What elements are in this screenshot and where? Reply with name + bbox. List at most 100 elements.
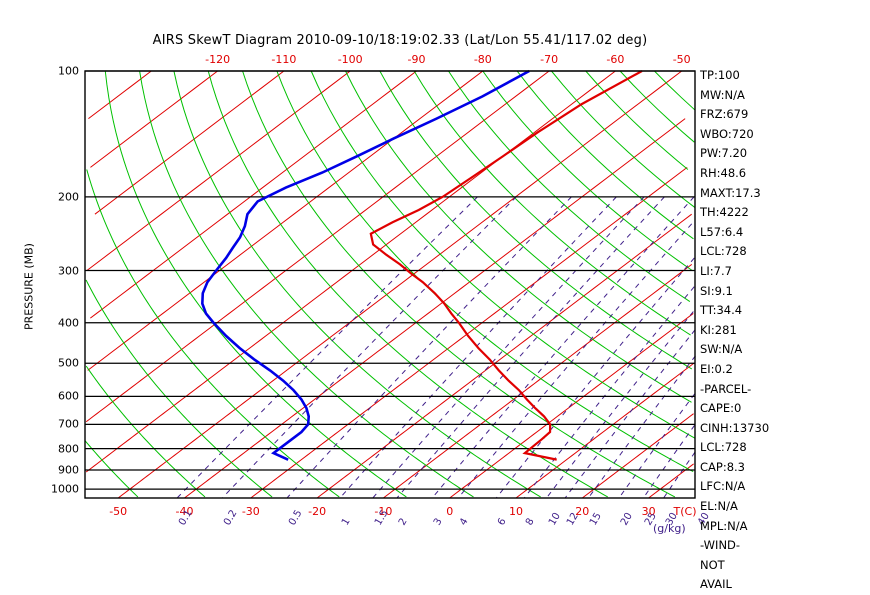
mixing-ratio-line <box>177 196 478 498</box>
pressure-tick-label: 800 <box>58 442 79 456</box>
isotherm-line <box>117 70 683 499</box>
panel-index-tp: TP:100 <box>700 68 740 82</box>
dry-adiabat-line <box>551 70 696 208</box>
isotherm-line <box>88 70 152 120</box>
mixing-ratio-line <box>396 196 665 498</box>
dry-adiabat-line <box>654 70 696 111</box>
mixing-ratio-unit-label: (g/kg) <box>653 522 686 535</box>
panel-index-lfc: LFC:N/A <box>700 479 746 494</box>
bottom-temp-tick-label: 20 <box>575 505 590 518</box>
dry-adiabat-line <box>173 70 541 498</box>
plot-frame <box>84 70 696 499</box>
pressure-tick-label: 500 <box>58 356 79 370</box>
dry-adiabat-line <box>619 70 695 143</box>
panel-section-header: -PARCEL- <box>700 381 752 396</box>
dry-adiabat-line <box>242 70 676 498</box>
isotherm-line <box>515 362 695 499</box>
top-temp-tick-label: -70 <box>540 53 559 66</box>
panel-index-lcl: LCL:728 <box>700 440 747 455</box>
isotherm-line <box>581 413 694 499</box>
panel-section-header: NOT <box>700 557 725 572</box>
mixing-ratio-line <box>524 286 695 498</box>
dry-adiabat-line <box>104 70 407 498</box>
plot-background <box>85 71 695 498</box>
mixing-ratio-line <box>588 355 696 498</box>
panel-index-tt: TT:34.4 <box>700 303 743 318</box>
isotherm-line <box>383 263 693 499</box>
dry-adiabat-line <box>207 70 608 498</box>
pressure-tick-label: 1000 <box>51 482 79 496</box>
bottom-temp-tick-label: 10 <box>509 505 523 518</box>
bottom-temp-tick-label: -50 <box>109 505 128 518</box>
isotherm-line <box>85 70 616 473</box>
isotherm-line <box>449 313 694 499</box>
dry-adiabat-line <box>139 70 474 498</box>
dry-adiabat-line <box>413 70 691 336</box>
mixing-ratio-line <box>286 196 572 498</box>
panel-index-cinh: CINH:13730 <box>700 420 770 435</box>
isotherm-line <box>85 70 550 423</box>
skewt-diagram-page: AIRS SkewT Diagram 2010-09-10/18:19:02.3… <box>23 33 770 591</box>
pressure-tick-label: 100 <box>58 64 79 78</box>
mixing-ratio-line <box>339 196 617 498</box>
skewt-plot-canvas <box>84 69 696 499</box>
panel-index-sw: SW:N/A <box>700 342 743 357</box>
top-temp-tick-label: -50 <box>672 53 691 66</box>
temp-axis-unit-label: T(C) <box>673 505 697 518</box>
isotherm-line <box>316 213 692 499</box>
dry-adiabat-line <box>85 279 273 498</box>
dry-adiabat-line <box>345 70 692 403</box>
mixing-ratio-line <box>618 393 696 498</box>
bottom-temp-tick-label: 0 <box>446 505 454 518</box>
dry-adiabat-line <box>85 365 206 498</box>
top-temp-tick-label: -120 <box>205 53 231 66</box>
dry-adiabat-line <box>516 70 694 240</box>
panel-index-l57: L57:6.4 <box>700 224 744 239</box>
dry-adiabat-line <box>448 70 691 302</box>
panel-index-lcl: LCL:728 <box>700 244 747 259</box>
pressure-tick-label: 900 <box>58 463 79 477</box>
dry-adiabat-line <box>276 70 694 473</box>
top-temp-tick-label: -90 <box>407 53 426 66</box>
top-temp-tick-label: -60 <box>606 53 625 66</box>
top-temp-tick-label: -80 <box>473 53 492 66</box>
panel-index-mw: MW:N/A <box>700 87 745 102</box>
isotherm-line <box>90 70 417 319</box>
panel-index-rh: RH:48.6 <box>700 165 747 180</box>
bottom-temp-tick-label: -30 <box>241 505 260 518</box>
mixing-ratio-line <box>663 451 696 498</box>
panel-section-header: AVAIL <box>700 577 732 592</box>
pressure-tick-label: 600 <box>58 389 79 403</box>
bottom-temp-tick-label: -20 <box>308 505 327 518</box>
ambient-temp-curve <box>369 70 643 461</box>
panel-index-maxt: MAXT:17.3 <box>700 185 761 200</box>
indices-panel: TP:100 MW:N/A FRZ:679 WBO:720 PW:7.20 RH:48.6… <box>700 66 866 595</box>
panel-index-el: EL:N/A <box>700 499 738 514</box>
panel-index-wbo: WBO:720 <box>700 126 754 141</box>
pressure-tick-label: 700 <box>58 417 79 431</box>
mixing-ratio-line <box>496 257 695 498</box>
panel-index-ei: EI:0.2 <box>700 361 733 376</box>
isotherm-line <box>184 118 686 499</box>
dry-adiabat-line <box>379 70 693 370</box>
panel-index-frz: FRZ:679 <box>700 107 749 122</box>
page-title: AIRS SkewT Diagram 2010-09-10/18:19:02.3… <box>152 33 648 48</box>
pressure-tick-label: 300 <box>58 264 79 277</box>
mixing-ratio-line <box>546 311 694 498</box>
panel-index-th: TH:4222 <box>700 205 749 220</box>
mixing-ratio-line <box>372 196 645 498</box>
top-temp-tick-label: -100 <box>337 53 363 66</box>
panel-index-mpl: MPL:N/A <box>700 518 748 533</box>
dry-adiabat-line <box>310 70 696 439</box>
bottom-temp-tick-label: -10 <box>374 505 393 518</box>
pressure-tick-label: 400 <box>58 316 79 330</box>
pressure-tick-label: 200 <box>58 190 79 204</box>
panel-index-si: SI:9.1 <box>700 283 733 298</box>
bottom-temp-tick-label: -40 <box>175 505 194 518</box>
dew-point-curve <box>201 69 530 461</box>
panel-section-header: -WIND- <box>700 538 741 553</box>
mixing-ratio-line <box>432 196 695 498</box>
panel-index-li: LI:7.7 <box>700 263 732 278</box>
bottom-temp-tick-label: 30 <box>641 505 656 518</box>
panel-index-cap: CAP:8.3 <box>700 459 745 474</box>
